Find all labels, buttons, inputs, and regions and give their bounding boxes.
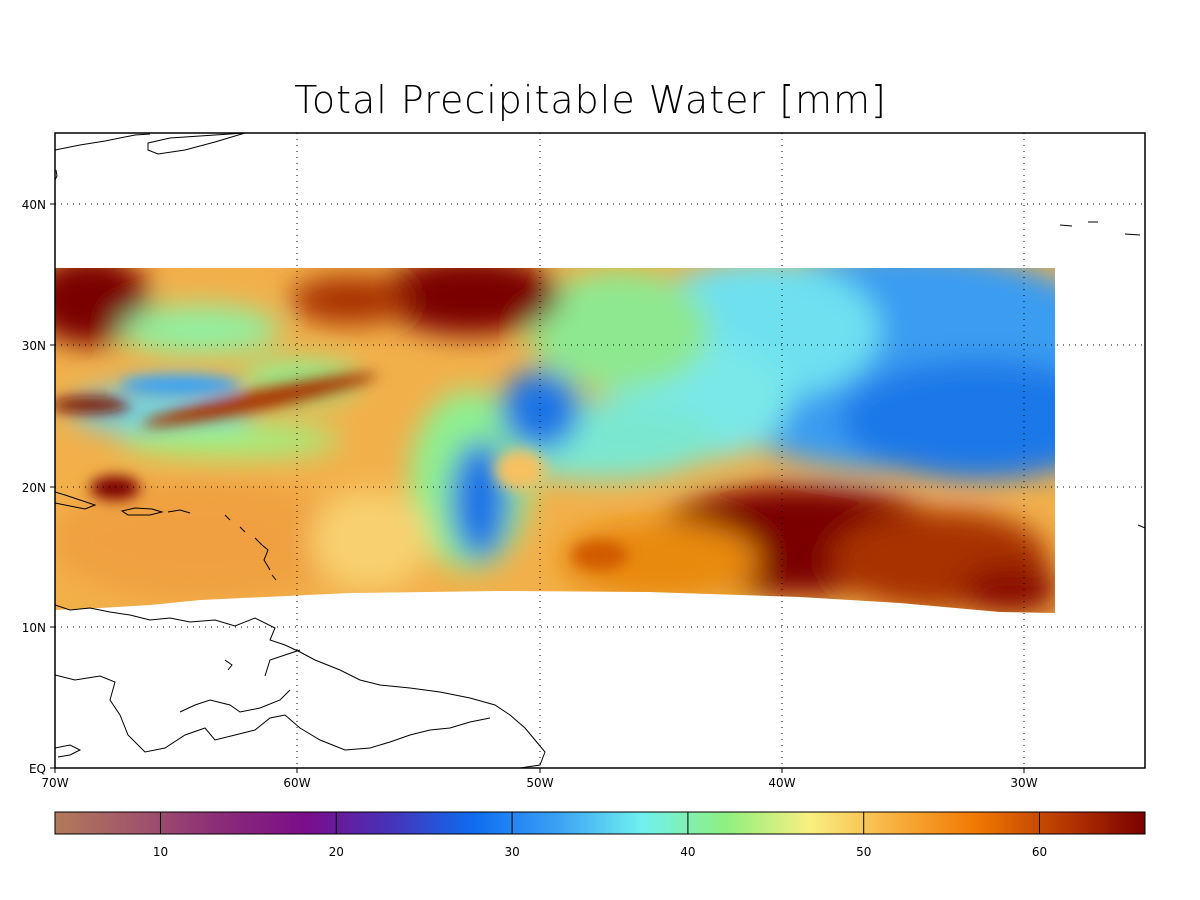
colorbar-tick-label: 20	[329, 845, 344, 859]
lat-tick-30: 30N	[22, 339, 46, 353]
colorbar-tick-label: 30	[504, 845, 519, 859]
colorbar-tick-label: 60	[1032, 845, 1047, 859]
lon-tick-40w: 40W	[768, 776, 795, 790]
lat-tick-10: 10N	[22, 621, 46, 635]
lon-tick-50w: 50W	[526, 776, 553, 790]
lat-tick-eq: EQ	[29, 762, 46, 776]
lat-tick-40: 40N	[22, 198, 46, 212]
colorbar-tick-label: 50	[856, 845, 871, 859]
data-swath	[55, 268, 1055, 613]
longitude-axis-labels: 70W 60W 50W 40W 30W	[41, 776, 1037, 790]
lon-tick-70w: 70W	[41, 776, 68, 790]
colorbar-gradient	[54, 811, 1146, 835]
coastlines	[55, 133, 1145, 768]
lon-tick-30w: 30W	[1010, 776, 1037, 790]
colorbar-ticks: 10 20 30 40 50 60	[153, 812, 1047, 859]
lon-tick-60w: 60W	[283, 776, 310, 790]
lat-tick-20: 20N	[22, 481, 46, 495]
map-title: Total Precipitable Water [mm]	[294, 78, 887, 122]
latitude-axis-labels: 40N 30N 20N 10N EQ	[22, 198, 46, 776]
map-frame	[54, 132, 1146, 769]
colorbar-tick-label: 40	[680, 845, 695, 859]
colorbar-tick-label: 10	[153, 845, 168, 859]
